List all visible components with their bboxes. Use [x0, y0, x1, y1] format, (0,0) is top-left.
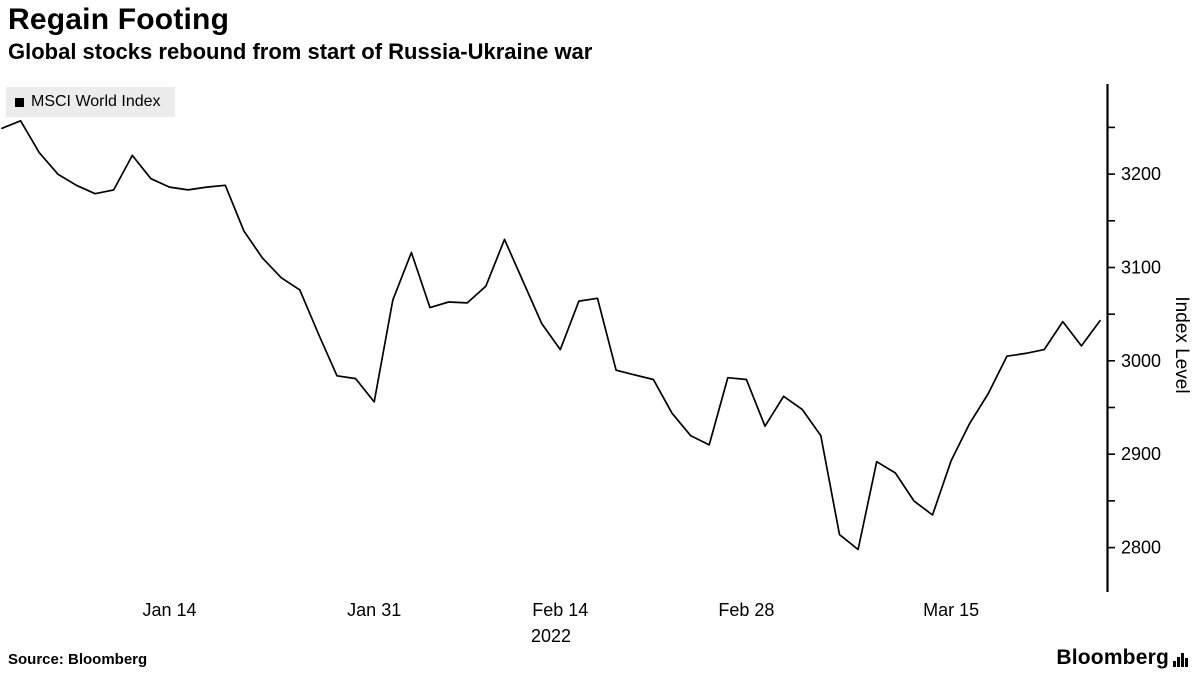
- chart-header: Regain Footing Global stocks rebound fro…: [8, 2, 592, 65]
- source-label: Source: Bloomberg: [8, 651, 148, 668]
- x-axis-year-label: 2022: [531, 626, 571, 646]
- bloomberg-logo: Bloomberg: [1056, 646, 1188, 670]
- legend-label: MSCI World Index: [31, 93, 161, 110]
- x-axis-tick-label: Jan 31: [347, 600, 401, 620]
- price-line: [1, 119, 1101, 551]
- chart-subtitle: Global stocks rebound from start of Russ…: [8, 39, 593, 64]
- y-axis-tick-label: 2800: [1121, 538, 1161, 558]
- y-axis-tick-label: 3200: [1121, 164, 1161, 184]
- bloomberg-chart-icon: [1173, 653, 1188, 667]
- legend-marker-icon: [15, 97, 24, 107]
- y-axis-tick-label: 3000: [1121, 351, 1161, 371]
- y-axis-tick-label: 2900: [1121, 444, 1161, 464]
- legend: MSCI World Index: [6, 87, 175, 117]
- y-axis-title: Index Level: [1171, 296, 1192, 393]
- x-axis-tick-label: Feb 14: [532, 600, 588, 620]
- page-title: Regain Footing: [8, 3, 230, 36]
- y-axis-tick-label: 3100: [1121, 258, 1161, 278]
- x-axis-tick-label: Feb 28: [718, 600, 774, 620]
- bloomberg-logo-text: Bloomberg: [1056, 646, 1169, 669]
- x-axis-tick-label: Jan 14: [142, 600, 196, 620]
- x-axis-tick-label: Mar 15: [923, 600, 979, 620]
